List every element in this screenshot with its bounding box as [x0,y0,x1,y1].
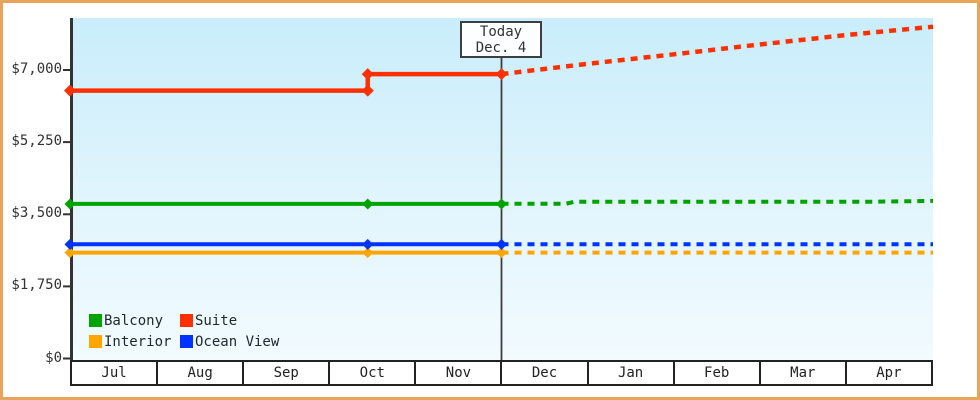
legend-swatch-suite [180,314,193,327]
y-axis-label: $1,750 [11,277,62,294]
month-cell-feb: Feb [675,362,761,384]
month-cell-aug: Aug [158,362,245,384]
legend-label-ocean-view: Ocean View [195,333,280,350]
x-axis-month-row: Jul Aug Sep Oct Nov Dec Jan Feb Mar Apr [70,360,933,386]
series-line-suite [70,71,502,93]
today-date: Dec. 4 [475,40,527,56]
month-cell-oct: Oct [330,362,417,384]
series-marker-suite [495,68,508,81]
chart-legend: Balcony Suite Interior Ocean View [89,311,279,351]
legend-swatch-interior [89,335,102,348]
series-marker-ocean-view [496,238,507,250]
month-cell-nov: Nov [416,362,503,384]
series-marker-balcony [496,198,507,210]
month-cell-apr: Apr [876,365,902,381]
y-axis-label: $7,000 [11,61,62,77]
legend-swatch-ocean-view [180,335,193,348]
month-cell-jan: Jan [589,362,675,384]
series-marker-balcony [362,198,374,210]
y-axis-label: $0 [45,349,62,366]
series-marker-interior [64,247,76,259]
legend-label-interior: Interior [104,333,172,350]
legend-label-balcony: Balcony [104,312,164,329]
y-axis-label: $5,250 [11,133,62,150]
month-cell-dec: Dec [502,362,589,384]
month-cell-sep: Sep [244,362,331,384]
series-marker-suite [361,84,374,97]
legend-item-balcony: Balcony [89,311,180,330]
series-marker-interior [496,247,507,259]
series-marker-ocean-view [362,238,374,250]
series-marker-balcony [64,198,76,210]
today-label: Today [479,24,523,40]
series-marker-ocean-view [64,238,76,250]
series-forecast-line-balcony [501,198,934,206]
legend-item-interior: Interior [89,332,180,351]
month-cell-jul: Jul [72,362,159,384]
legend-swatch-balcony [89,314,102,327]
series-marker-interior [362,247,374,259]
series-marker-suite [64,84,76,97]
month-cell-mar: Mar [761,362,847,384]
series-forecast-line-suite [501,24,934,77]
legend-item-suite: Suite [180,311,279,330]
legend-label-suite: Suite [195,312,238,329]
legend-item-ocean-view: Ocean View [180,332,279,351]
today-annotation-box: Today Dec. 4 [460,21,542,58]
series-marker-suite [361,68,374,81]
y-axis-label: $3,500 [11,205,62,222]
